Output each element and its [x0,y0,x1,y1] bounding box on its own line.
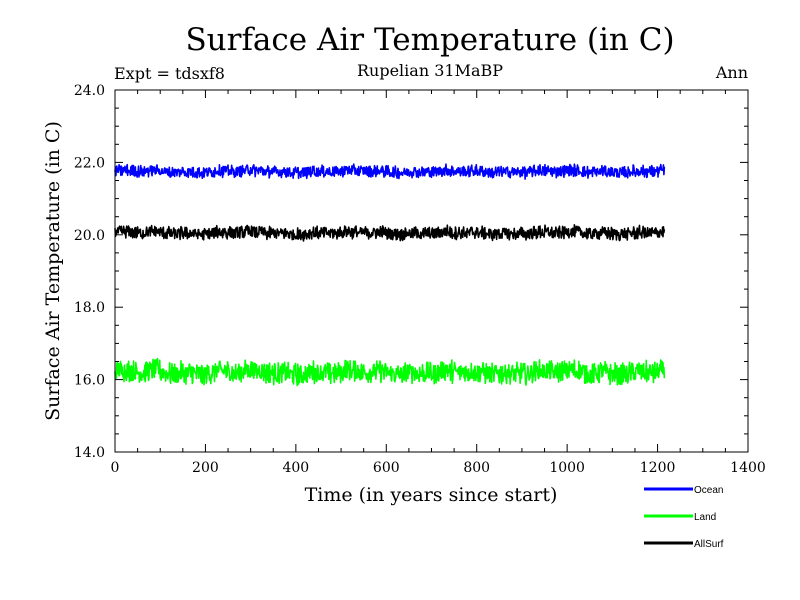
chart-title: Surface Air Temperature (in C) [185,22,674,58]
x-tick-label: 1400 [730,460,766,476]
x-tick-label: 600 [373,460,400,476]
y-axis-label: Surface Air Temperature (in C) [42,121,64,421]
axis-layer: 0 200 400 600 800 1000 1200 1400 14.0 16.0 18.0 20.… [74,83,766,476]
x-tick-label: 1000 [549,460,585,476]
x-tick-label: 200 [192,460,219,476]
series-layer [114,163,666,387]
plot-frame [114,89,749,453]
y-tick-label: 16.0 [74,373,105,389]
x-tick-label: 1200 [640,460,676,476]
y-tick-label: 18.0 [74,300,105,316]
legend-label-land: Land [694,512,716,523]
x-tick-label: 400 [282,460,309,476]
chart-subtitle: Rupelian 31MaBP [357,61,503,80]
series-line-allsurf [114,223,666,242]
x-tick-label: 800 [463,460,490,476]
y-tick-label: 14.0 [74,445,105,461]
period-label: Ann [715,63,748,82]
legend-label-allsurf: AllSurf [694,539,724,550]
legend: Ocean Land AllSurf [644,485,724,550]
y-tick-label: 24.0 [74,83,105,99]
series-line-land [114,357,666,387]
x-tick-label: 0 [111,460,120,476]
experiment-label: Expt = tdsxf8 [114,64,225,83]
legend-label-ocean: Ocean [694,485,723,496]
y-tick-label: 20.0 [74,228,105,244]
series-line-ocean [114,163,666,180]
y-tick-label: 22.0 [74,155,105,171]
x-axis-label: Time (in years since start) [305,484,558,506]
